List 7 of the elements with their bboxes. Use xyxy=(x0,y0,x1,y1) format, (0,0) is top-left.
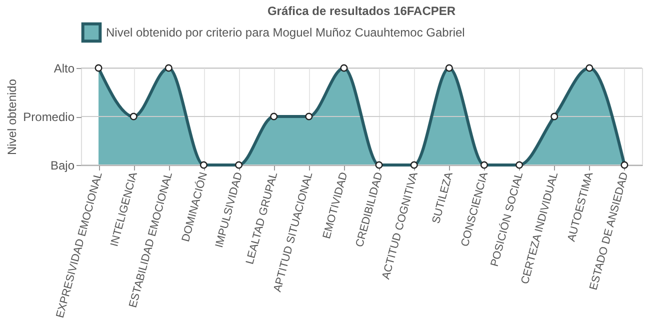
y-axis-title: Nivel obtenido xyxy=(5,78,20,156)
category-label: Alto xyxy=(54,62,74,76)
category-label: Bajo xyxy=(50,158,74,172)
legend-label: Nivel obtenido por criterio para Moguel Muñoz Cuauhtemoc Gabriel xyxy=(106,26,465,40)
chart-title: Gráfica de resultados 16FACPER xyxy=(267,4,456,18)
x-tick-label: LEALTAD GRUPAL xyxy=(244,170,280,266)
category-label: Promedio xyxy=(23,110,74,124)
